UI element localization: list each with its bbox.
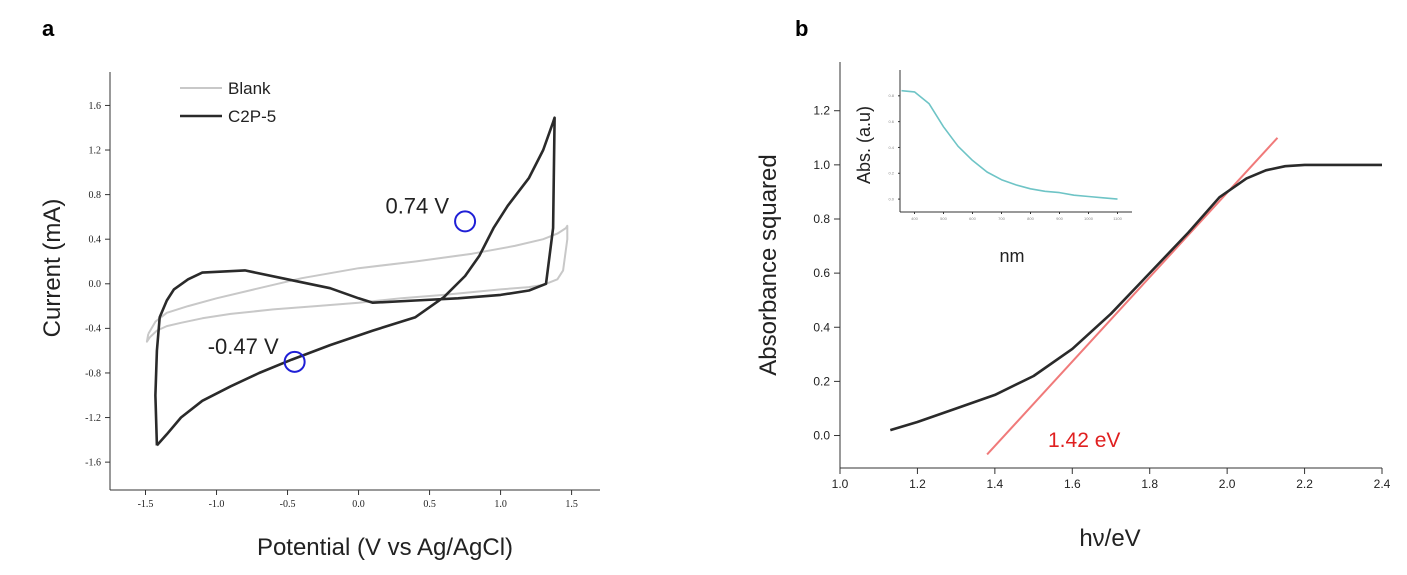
panel-b-y-tick-label: 0.0 (813, 429, 830, 443)
inset-x-tick-label: 1100 (1113, 216, 1122, 221)
panel-a-xlabel: Potential (V vs Ag/AgCl) (257, 534, 513, 561)
panel-a-x-tick-label: 1.5 (565, 499, 578, 510)
panel-b: b 1.0 1.2 1.4 1.6 1.8 2.0 2.2 2.4 0.0 0.2 0.4 0.6 0.… (755, 16, 1391, 552)
panel-a-y-tick-label: -1.6 (85, 457, 101, 468)
panel-a-x-tick-label: 1.0 (494, 499, 507, 510)
inset-series-line (902, 91, 1118, 199)
panel-a-y-tick-label: 0.4 (89, 235, 102, 246)
panel-a-series (147, 118, 567, 446)
inset-y-tick-label: 0.6 (888, 119, 894, 124)
peak-marker-label: -0.47 V (208, 334, 279, 359)
panel-b-label: b (795, 16, 808, 41)
inset-chart: 400 500 600 700 800 900 1000 1100 0.0 0.2 0.4 0.6 0.… (888, 70, 1132, 221)
inset-x-tick-label: 1000 (1084, 216, 1094, 221)
panel-b-y-tick-label: 0.6 (813, 266, 830, 280)
panel-a-y-tick-label: 1.2 (89, 145, 102, 156)
inset-x-tick-label: 600 (969, 216, 976, 221)
panel-b-x-tick-label: 2.2 (1296, 477, 1313, 491)
panel-a-y-tick-label: -0.8 (85, 368, 101, 379)
legend-label-c2p5: C2P-5 (228, 107, 276, 126)
panel-b-x-tick-label: 1.2 (909, 477, 926, 491)
panel-a-label: a (42, 16, 55, 41)
panel-b-x-tick-label: 1.4 (987, 477, 1004, 491)
panel-a-y-tick-label: 1.6 (89, 101, 102, 112)
panel-b-y-tick-label: 0.4 (813, 320, 830, 334)
inset-x-tick-label: 800 (1027, 216, 1034, 221)
tauc-fit-line (987, 138, 1277, 455)
inset-x-tick-label: 900 (1056, 216, 1063, 221)
panel-a-ylabel: Current (mA) (39, 199, 66, 338)
inset-y-tick-label: 0.8 (888, 93, 894, 98)
panel-a-x-tick-label: -1.5 (138, 499, 154, 510)
panel-a: a -1.5 -1.0 -0.5 0.0 0.5 1.0 1.5 -1.6 -1.2 -0.8 -0… (39, 16, 600, 561)
inset-ylabel: Abs. (a.u) (854, 106, 874, 184)
inset-y-tick-label: 0.2 (888, 171, 894, 176)
panel-b-ylabel: Absorbance squared (755, 154, 782, 375)
panel-b-x-tick-label: 1.0 (832, 477, 849, 491)
panel-b-series (890, 138, 1382, 455)
inset-xlabel: nm (999, 246, 1024, 266)
inset-x-tick-label: 400 (911, 216, 918, 221)
panel-a-x-tick-label: -1.0 (209, 499, 225, 510)
panel-b-y-tick-label: 1.0 (813, 158, 830, 172)
inset-x-tick-label: 700 (998, 216, 1005, 221)
panel-b-x-tick-label: 2.4 (1374, 477, 1391, 491)
panel-b-x-tick-label: 2.0 (1219, 477, 1236, 491)
panel-a-y-tick-label: 0.8 (89, 190, 102, 201)
peak-marker-label: 0.74 V (385, 193, 449, 218)
inset-y-tick-label: 0.0 (888, 196, 894, 201)
panel-a-x-tick-label: 0.5 (423, 499, 436, 510)
series-line-tauc (890, 165, 1382, 430)
inset-x-tick-label: 500 (940, 216, 947, 221)
panel-b-y-tick-label: 0.8 (813, 212, 830, 226)
panel-b-y-tick-label: 0.2 (813, 374, 830, 388)
series-line-c2p5 (155, 118, 554, 446)
legend-label-blank: Blank (228, 79, 271, 98)
panel-a-y-tick-label: -1.2 (85, 413, 101, 424)
panel-a-legend: Blank C2P-5 (180, 79, 276, 126)
panel-a-x-tick-label: 0.0 (352, 499, 365, 510)
panel-b-x-tick-label: 1.8 (1141, 477, 1158, 491)
panel-b-y-tick-label: 1.2 (813, 104, 830, 118)
inset-y-tick-label: 0.4 (888, 145, 894, 150)
panel-a-y-tick-label: 0.0 (89, 279, 102, 290)
panel-a-y-tick-label: -0.4 (85, 324, 101, 335)
peak-marker-circle (455, 211, 475, 231)
panel-b-x-tick-label: 1.6 (1064, 477, 1081, 491)
fit-line-label: 1.42 eV (1048, 429, 1120, 452)
panel-b-xlabel: hν/eV (1079, 525, 1140, 552)
panel-a-markers: 0.74 V -0.47 V (208, 193, 475, 371)
series-line-blank (147, 226, 567, 342)
panel-a-x-tick-label: -0.5 (280, 499, 296, 510)
